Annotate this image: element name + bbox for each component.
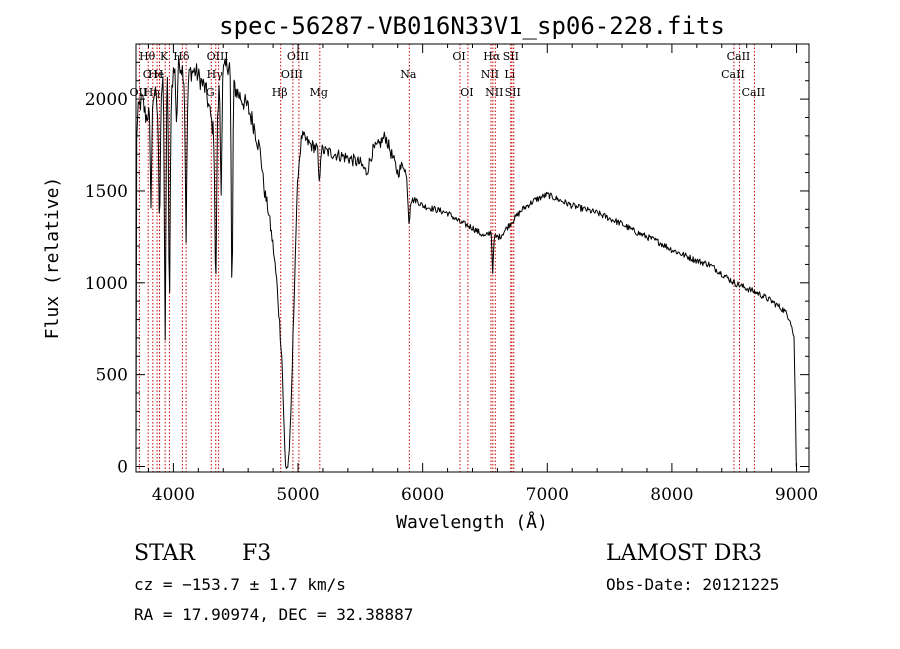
x-tick-label: 7000 bbox=[526, 485, 569, 505]
line-marker-label: CaII bbox=[721, 68, 745, 81]
line-marker-label: K bbox=[160, 50, 169, 63]
line-marker-label: Hθ bbox=[139, 50, 156, 63]
line-marker-label: Li bbox=[504, 68, 515, 81]
object-subclass: F3 bbox=[242, 541, 271, 566]
line-marker-label: Hα bbox=[483, 50, 501, 63]
line-marker-label: SII bbox=[503, 50, 519, 63]
redshift-info: cz = −153.7 ± 1.7 km/s bbox=[134, 575, 346, 594]
line-marker-label: NII bbox=[485, 86, 503, 99]
y-tick-label: 2000 bbox=[85, 90, 128, 110]
x-tick-label: 4000 bbox=[152, 485, 195, 505]
y-tick-label: 1000 bbox=[85, 274, 128, 294]
line-marker-label: OI bbox=[452, 50, 465, 63]
line-marker-label: Hδ bbox=[173, 50, 190, 63]
line-marker-label: Hβ bbox=[272, 86, 288, 99]
line-marker-label: NII bbox=[481, 68, 499, 81]
line-marker-label: OIII bbox=[281, 68, 303, 81]
y-axis-label: Flux (relative) bbox=[42, 177, 63, 340]
x-tick-label: 5000 bbox=[276, 485, 319, 505]
axis-ticks bbox=[136, 44, 809, 472]
x-tick-label: 9000 bbox=[775, 485, 818, 505]
chart-title: spec-56287-VB016N33V1_sp06-228.fits bbox=[219, 12, 725, 40]
line-marker-label: OI bbox=[460, 86, 473, 99]
line-marker-label: G bbox=[206, 86, 215, 99]
x-tick-labels: 4000 5000 6000 7000 8000 9000 bbox=[152, 485, 818, 505]
coordinates: RA = 17.90974, DEC = 32.38887 bbox=[134, 605, 413, 624]
line-marker-label: O bbox=[143, 68, 152, 81]
line-marker-label: Mg bbox=[310, 86, 328, 99]
survey-name: LAMOST DR3 bbox=[606, 541, 762, 566]
line-marker-label: Hγ bbox=[207, 68, 224, 81]
line-marker-label: OIII bbox=[207, 50, 229, 63]
line-marker-label: H bbox=[154, 68, 164, 81]
line-marker-label: Na bbox=[400, 68, 417, 81]
x-axis-label: Wavelength (Å) bbox=[396, 511, 548, 533]
object-class: STAR bbox=[134, 541, 196, 566]
y-tick-label: 0 bbox=[117, 457, 128, 477]
spectrum-line bbox=[135, 55, 797, 469]
y-tick-label: 500 bbox=[96, 366, 128, 386]
obs-date: Obs-Date: 20121225 bbox=[606, 575, 779, 594]
plot-frame bbox=[135, 43, 810, 473]
y-tick-label: 1500 bbox=[85, 182, 128, 202]
x-tick-label: 8000 bbox=[650, 485, 693, 505]
line-marker-label: CaII bbox=[727, 50, 751, 63]
line-marker-label: SII bbox=[505, 86, 521, 99]
x-tick-label: 6000 bbox=[401, 485, 444, 505]
y-tick-labels: 0 500 1000 1500 2000 bbox=[85, 90, 128, 477]
line-marker-label: He bbox=[148, 68, 164, 81]
line-marker-label: OIII bbox=[287, 50, 309, 63]
line-marker-label: CaII bbox=[742, 86, 766, 99]
